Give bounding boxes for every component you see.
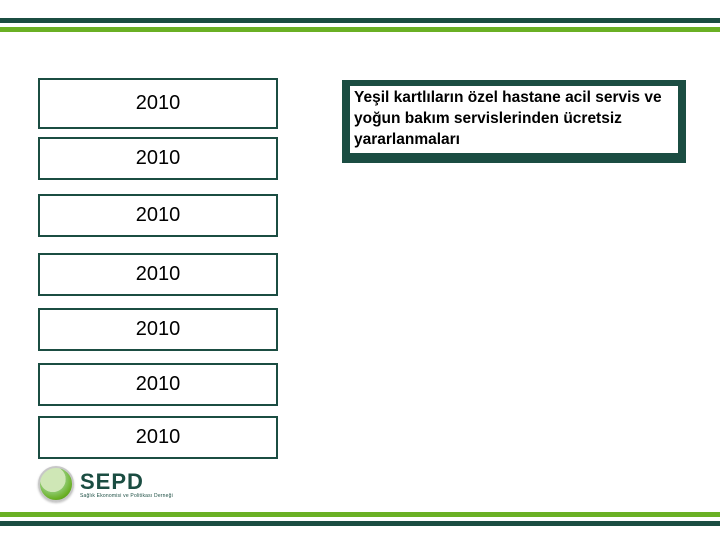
callout-text: Yeşil kartlıların özel hastane acil serv…: [350, 86, 678, 153]
year-item: 2010: [38, 308, 278, 351]
logo-text-group: SEPD Sağlık Ekonomisi ve Politikası Dern…: [80, 469, 173, 499]
slide: 2010 2010 2010 2010 2010 2010 2010 Yeşil kartl…: [0, 0, 720, 540]
year-item: 2010: [38, 137, 278, 180]
year-item: 2010: [38, 253, 278, 296]
year-item: 2010: [38, 194, 278, 237]
bottom-rules: [0, 512, 720, 526]
year-item: 2010: [38, 78, 278, 129]
top-rule-green: [0, 27, 720, 32]
logo-subtext: Sağlık Ekonomisi ve Politikası Derneği: [80, 493, 173, 499]
year-item: 2010: [38, 363, 278, 406]
year-item: 2010: [38, 416, 278, 459]
logo-text: SEPD: [80, 469, 173, 495]
bottom-rule-dark: [0, 521, 720, 526]
callout-box: Yeşil kartlıların özel hastane acil serv…: [342, 80, 686, 163]
years-column: 2010 2010 2010 2010 2010 2010 2010: [38, 78, 278, 459]
logo: SEPD Sağlık Ekonomisi ve Politikası Dern…: [38, 466, 173, 502]
top-rules: [0, 18, 720, 32]
logo-globe-icon: [38, 466, 74, 502]
